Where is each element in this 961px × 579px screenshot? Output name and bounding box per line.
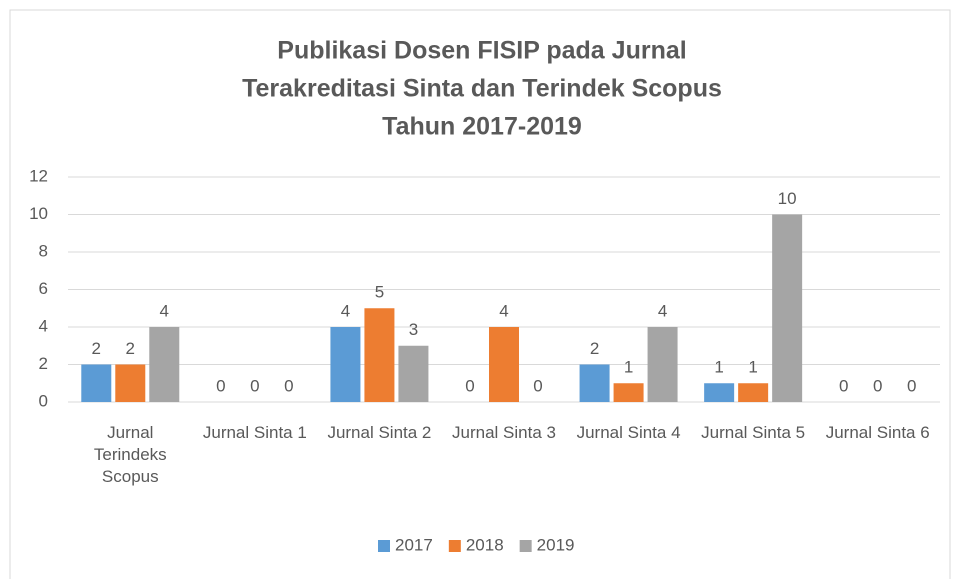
x-tick-label: Jurnal Sinta 5 [701,423,806,442]
data-label: 0 [839,376,848,395]
data-label: 0 [284,376,293,395]
bar [647,327,678,402]
legend-swatch [378,540,390,552]
data-label: 1 [624,358,633,377]
y-tick-label: 0 [39,391,48,410]
bar [772,214,803,402]
legend-swatch [519,540,532,552]
data-label: 0 [873,376,882,395]
x-tick-label: Jurnal Sinta 4 [576,423,681,442]
data-label: 5 [375,283,384,302]
data-label: 1 [714,358,723,377]
data-label: 0 [907,376,916,395]
y-tick-label: 4 [39,316,48,335]
y-tick-label: 12 [29,166,48,185]
bar [489,327,519,402]
y-tick-label: 2 [39,354,48,373]
data-label: 0 [465,376,474,395]
chart-border [9,9,951,579]
legend-label: 2017 [395,535,433,554]
data-label: 2 [590,339,599,358]
data-label: 4 [160,301,169,320]
bar [115,364,146,402]
data-label: 0 [216,376,225,395]
data-label: 4 [341,301,350,320]
y-tick-label: 10 [29,204,48,223]
bar [81,364,112,402]
y-tick-label: 8 [39,241,48,260]
chart-title: Publikasi Dosen FISIP pada Jurnal [277,37,686,65]
data-label: 10 [778,189,797,208]
legend-label: 2018 [466,535,504,554]
bar [149,327,180,402]
legend-label: 2019 [537,535,575,554]
bar [704,383,735,402]
data-label: 1 [748,358,757,377]
x-tick-label: Jurnal Sinta 1 [202,423,307,442]
bar [364,308,395,402]
y-tick-label: 6 [39,279,48,298]
bar [398,345,429,402]
data-label: 2 [92,339,101,358]
data-label: 4 [499,301,508,320]
bar [613,383,644,402]
data-label: 2 [126,339,135,358]
x-tick-label: Jurnal Sinta 2 [327,423,432,442]
data-label: 0 [250,376,259,395]
x-tick-label: Jurnal Terindeks Scopus [93,423,167,486]
bar [738,383,769,402]
bar [579,364,610,402]
x-tick-label: Jurnal Sinta 3 [452,423,556,442]
bar [330,327,361,402]
chart-title: Terakreditasi Sinta dan Terindek Scopus [242,75,722,103]
chart-title: Tahun 2017-2019 [382,113,582,141]
data-label: 3 [409,320,418,339]
x-tick-label: Jurnal Sinta 6 [825,423,930,442]
data-label: 4 [658,301,667,320]
legend-swatch [448,540,461,552]
data-label: 0 [533,376,542,395]
